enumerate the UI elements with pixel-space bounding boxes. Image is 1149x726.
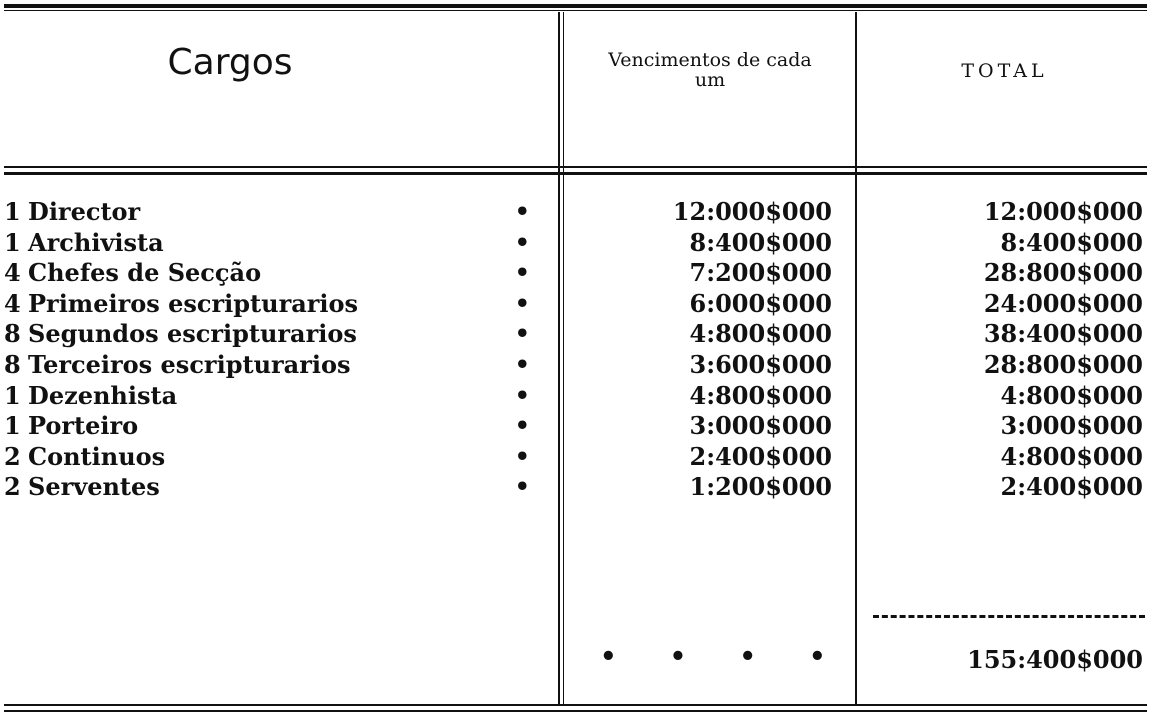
row-cargo: Primeiros escripturarios [28,288,359,318]
bottom-rule [4,704,1147,706]
header-vencimentos: Vencimentos de cada um [608,49,812,91]
row-vencimento: 7:200$000 [689,258,832,288]
row-total: 28:800$000 [983,350,1143,379]
top-rule-thin [4,10,1147,11]
bottom-rule-2 [4,710,1147,712]
leader-dots: • [514,411,530,441]
row-qty: 4 [4,288,21,318]
header-rule [4,166,1147,168]
row-vencimento: 3:000$000 [689,411,832,441]
row-qty: 4 [4,258,21,288]
row-cargo: Dezenhista [28,380,178,410]
row-cargo: Continuos [28,441,166,471]
leader-dots: • [514,227,530,257]
row-qty: 1 [4,197,21,226]
leader-dots: • [514,350,530,379]
row-total: 8:400$000 [1000,227,1143,257]
row-qty: 2 [4,441,21,471]
row-cargo: Director [28,197,141,226]
row-total: 4:800$000 [1000,441,1143,471]
row-vencimento: 1:200$000 [689,472,832,502]
row-vencimento: 12:000$000 [672,197,832,226]
leader-dots: • [514,288,530,318]
row-cargo: Serventes [28,472,160,502]
table-row: 1 Archivista 8:400$000 8:400$000 • [0,228,1149,258]
row-total: 24:000$000 [983,288,1143,318]
total-dashed-rule [873,615,1145,618]
row-cargo: Archivista [28,227,164,257]
row-vencimento: 4:800$000 [689,319,832,349]
table-row: 8 Segundos escripturarios 4:800$000 38:400$… [0,319,1149,349]
leader-dots: • [514,380,530,410]
leader-dots: • [514,441,530,471]
row-cargo: Chefes de Secção [28,258,262,288]
row-qty: 2 [4,472,21,502]
table-row: 4 Primeiros escripturarios 6:000$000 24:000… [0,289,1149,319]
header-cargos: Cargos [167,42,293,83]
row-vencimento: 2:400$000 [689,441,832,471]
leader-dots: • [514,319,530,349]
row-total: 12:000$000 [983,197,1143,226]
column-divider-2 [563,12,564,704]
row-total: 3:000$000 [1000,411,1143,441]
row-qty: 8 [4,350,21,379]
row-total: 38:400$000 [983,319,1143,349]
row-cargo: Terceiros escripturarios [28,350,351,379]
row-total: 2:400$000 [1000,472,1143,502]
row-total: 28:800$000 [983,258,1143,288]
footer-dots: • • • • [600,642,848,672]
row-qty: 8 [4,319,21,349]
row-vencimento: 4:800$000 [689,380,832,410]
row-vencimento: 3:600$000 [689,350,832,379]
row-qty: 1 [4,411,21,441]
row-qty: 1 [4,380,21,410]
row-qty: 1 [4,227,21,257]
leader-dots: • [514,472,530,502]
row-vencimento: 8:400$000 [689,227,832,257]
leader-dots: • [514,197,530,226]
leader-dots: • [514,258,530,288]
table-row: 8 Terceiros escripturarios 3:600$000 28:800… [0,350,1149,380]
row-total: 4:800$000 [1000,380,1143,410]
table-row: 1 Dezenhista 4:800$000 4:800$000 • [0,381,1149,411]
table-row: 2 Continuos 2:400$000 4:800$000 • [0,442,1149,472]
top-rule [4,4,1147,8]
table-row: 2 Serventes 1:200$000 2:400$000 • [0,472,1149,502]
header-total: TOTAL [961,60,1048,82]
column-divider-3 [855,12,857,704]
row-vencimento: 6:000$000 [689,288,832,318]
column-divider [558,12,560,704]
row-cargo: Segundos escripturarios [28,319,357,349]
grand-total: 155:400$000 [967,645,1143,674]
header-rule-thick [4,172,1147,175]
row-cargo: Porteiro [28,411,139,441]
table-row: 1 Porteiro 3:000$000 3:000$000 • [0,411,1149,441]
table-row: 4 Chefes de Secção 7:200$000 28:800$000 • [0,258,1149,288]
table-row: 1 Director 12:000$000 12:000$000 • [0,197,1149,227]
